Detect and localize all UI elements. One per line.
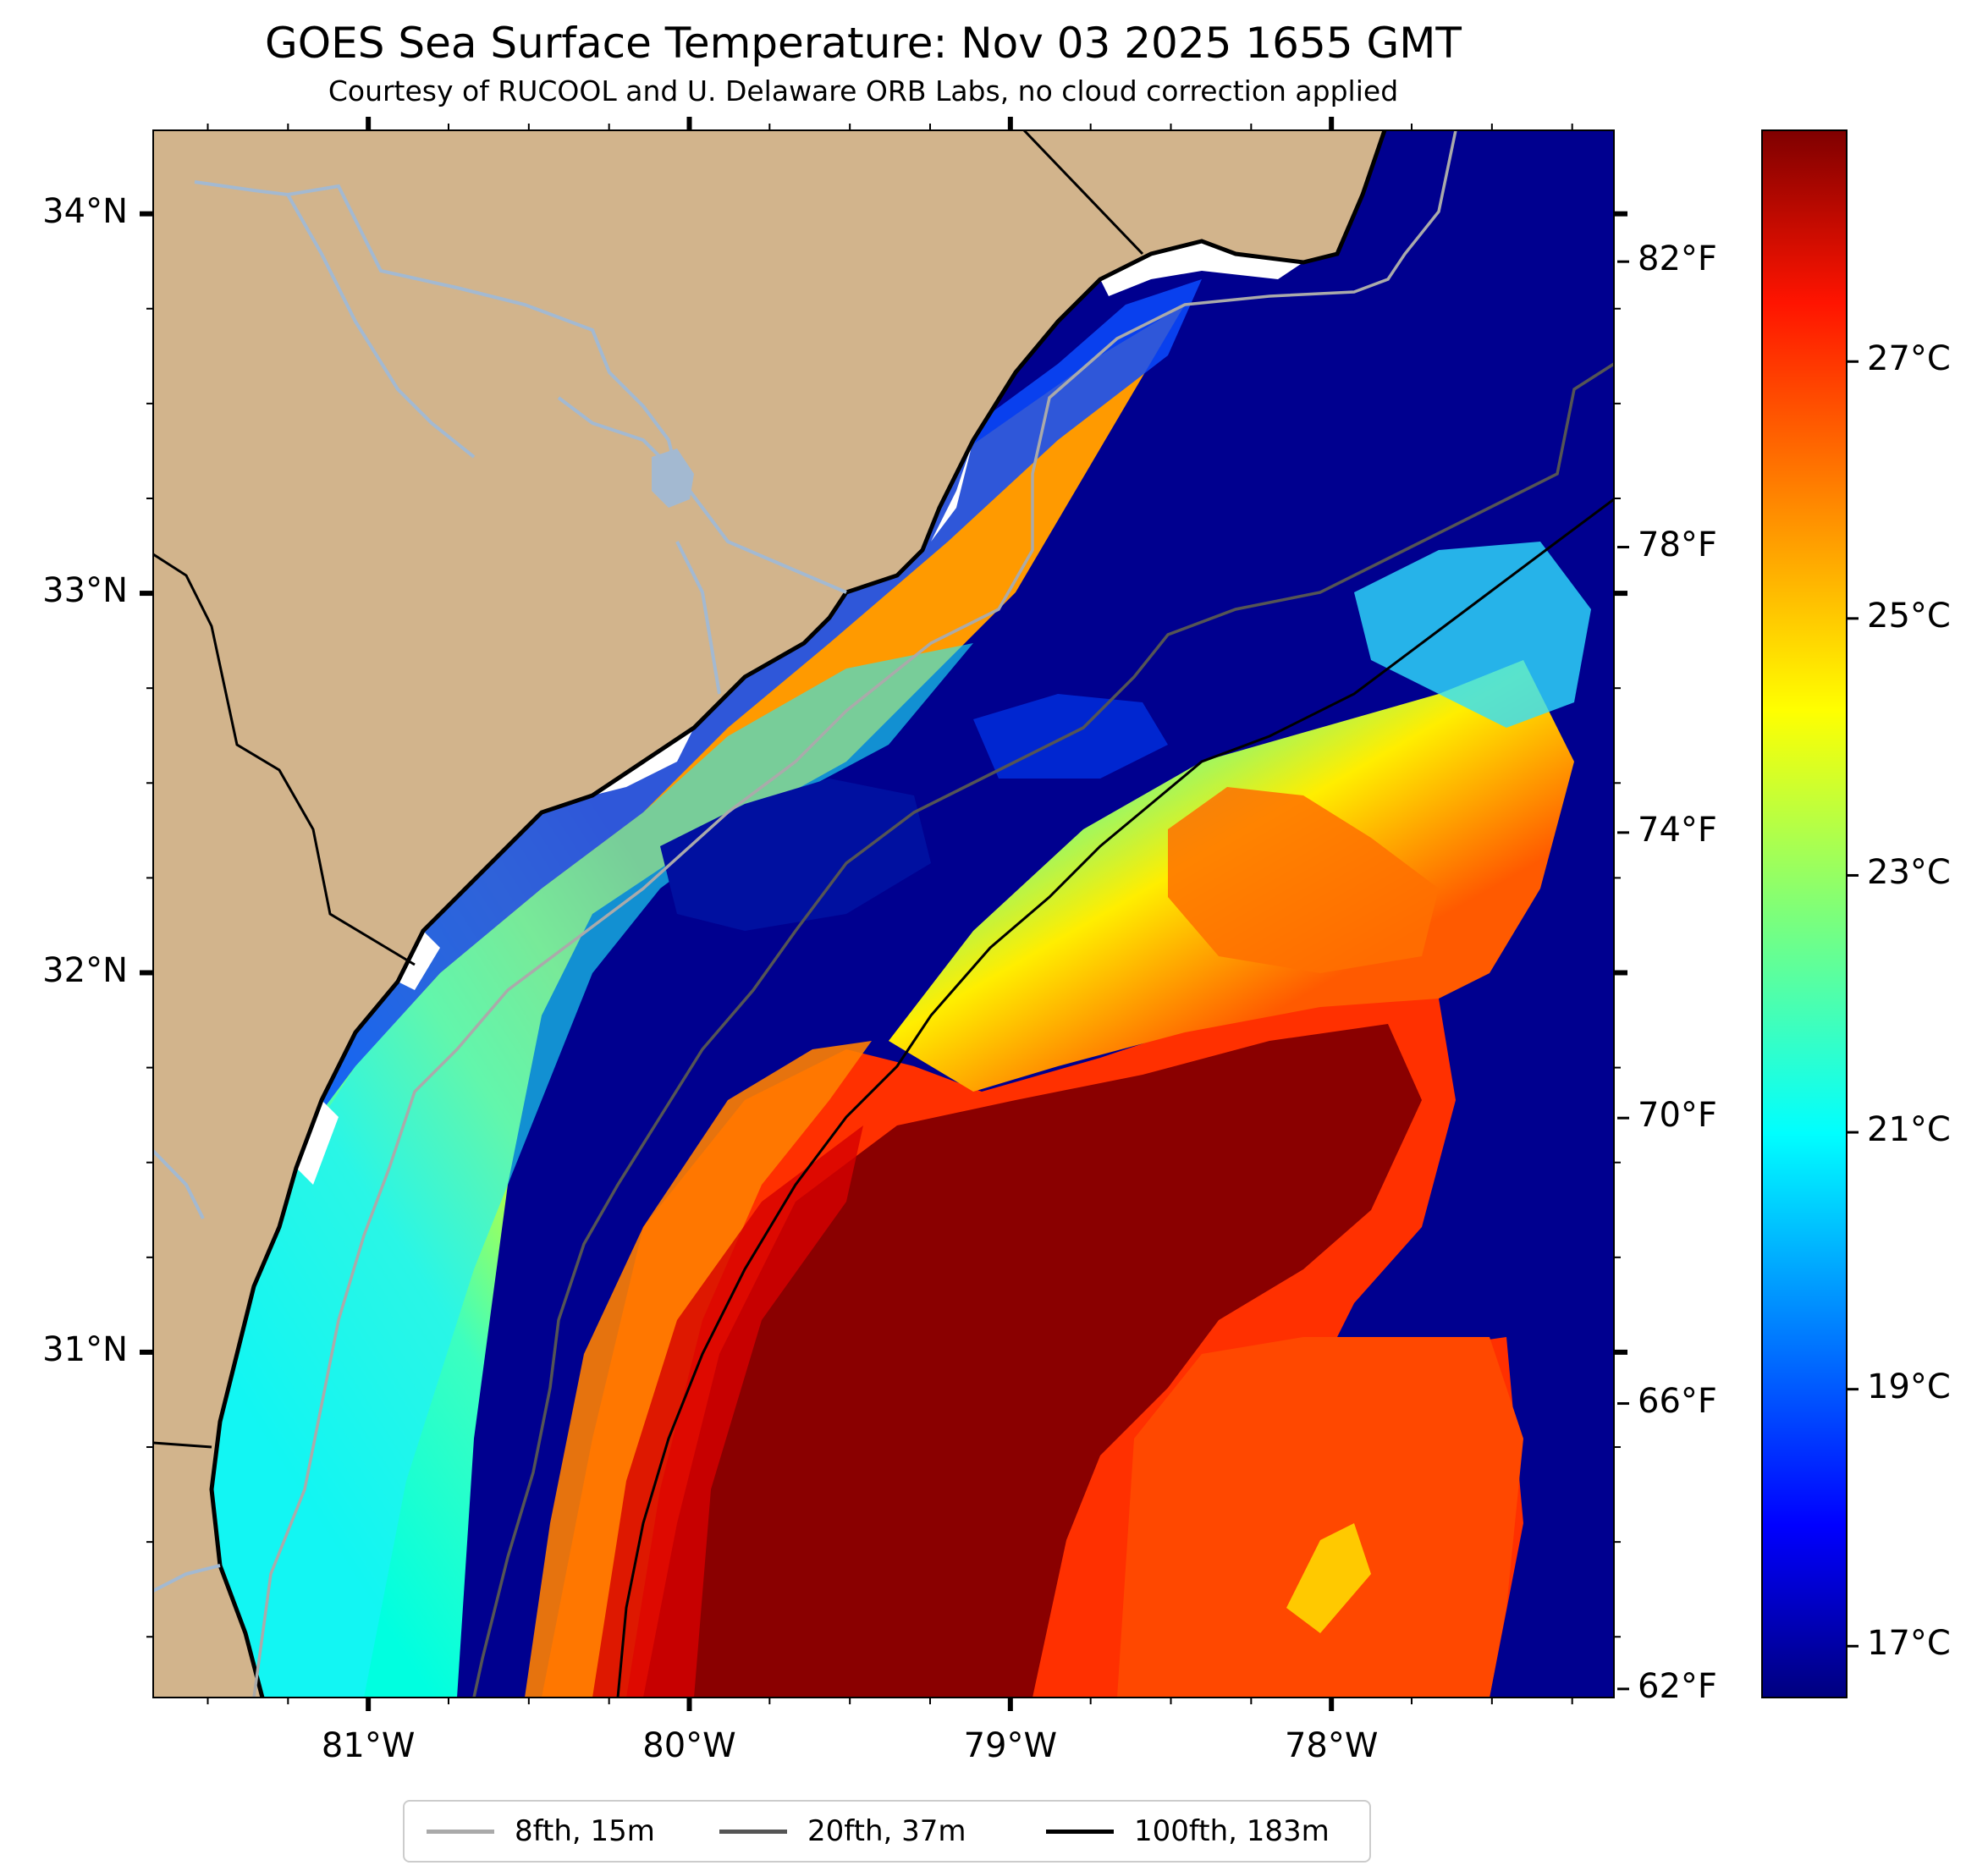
- fahrenheit-tick-label: 82°F: [1638, 239, 1717, 279]
- isobath-100fth: [616, 498, 1614, 1698]
- lon-tick-label: 79°W: [963, 1726, 1058, 1765]
- isobath-20fth: [472, 362, 1614, 1698]
- rivers: [153, 180, 847, 1593]
- fahrenheit-tick-label: 62°F: [1638, 1666, 1717, 1706]
- legend-swatch-20fth: [719, 1829, 787, 1834]
- mid-shelf-dark-patch: [660, 779, 931, 931]
- lon-tick-label: 80°W: [642, 1726, 736, 1765]
- southeast-yellow-streak: [1286, 1523, 1371, 1633]
- celsius-tick-label: 21°C: [1867, 1110, 1951, 1150]
- legend-swatch-8fth: [427, 1829, 494, 1834]
- celsius-tick-label: 27°C: [1867, 339, 1951, 379]
- celsius-tick-label: 23°C: [1867, 853, 1951, 893]
- fahrenheit-tick-label: 78°F: [1638, 525, 1717, 564]
- legend-label-100fth: 100fth, 183m: [1134, 1814, 1330, 1848]
- map-subtitle: Courtesy of RUCOOL and U. Delaware ORB L…: [328, 74, 1399, 107]
- celsius-tick-label: 25°C: [1867, 596, 1951, 636]
- gulf-stream-west-edge: [525, 1041, 872, 1698]
- map-frame: [152, 129, 1615, 1698]
- legend-item-100fth: 100fth, 183m: [1046, 1802, 1330, 1861]
- legend-label-8fth: 8fth, 15m: [515, 1814, 655, 1848]
- isobath-legend: 8fth, 15m 20fth, 37m 100fth, 183m: [403, 1800, 1371, 1863]
- lat-tick-label: 33°N: [42, 571, 128, 611]
- land: [153, 130, 1385, 1698]
- fahrenheit-tick-label: 66°F: [1638, 1381, 1717, 1421]
- coastal-blue-band: [153, 279, 1202, 1489]
- celsius-tick-label: 19°C: [1867, 1367, 1951, 1406]
- state-boundary: [153, 130, 1144, 1449]
- lat-tick-label: 31°N: [42, 1329, 128, 1369]
- fahrenheit-tick-label: 70°F: [1638, 1096, 1717, 1136]
- southeast-warm: [1117, 1337, 1523, 1698]
- lat-tick-label: 34°N: [42, 191, 128, 231]
- cyan-shelf-band: [169, 643, 973, 1698]
- lat-tick-label: 32°N: [42, 950, 128, 990]
- colorbar-ticks: [1617, 260, 1859, 1691]
- legend-label-20fth: 20fth, 37m: [807, 1814, 966, 1848]
- celsius-tick-label: 17°C: [1867, 1624, 1951, 1664]
- lon-tick-label: 81°W: [321, 1726, 416, 1765]
- map-title: GOES Sea Surface Temperature: Nov 03 202…: [265, 19, 1462, 68]
- coastline: [209, 130, 1387, 1698]
- front-orange-patch: [1168, 787, 1439, 973]
- front-cyan-filaments: [1354, 542, 1591, 728]
- fahrenheit-tick-label: 74°F: [1638, 810, 1717, 850]
- map-ticks: [140, 117, 1627, 1711]
- river-lake: [652, 448, 694, 508]
- legend-item-8fth: 8fth, 15m: [427, 1802, 655, 1861]
- isobath-8fth: [252, 130, 1457, 1698]
- colorbar: [1761, 129, 1848, 1698]
- legend-swatch-100fth: [1046, 1829, 1114, 1834]
- lon-tick-label: 78°W: [1284, 1726, 1379, 1765]
- legend-item-20fth: 20fth, 37m: [719, 1802, 966, 1861]
- gulf-stream-inner-red: [592, 1125, 863, 1698]
